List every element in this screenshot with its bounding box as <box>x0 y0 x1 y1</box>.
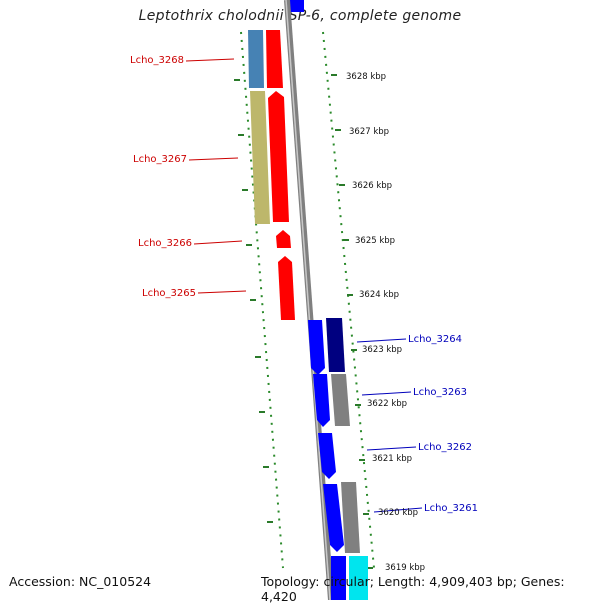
cog-block-bottom <box>349 556 368 600</box>
left-scale-marks <box>234 79 273 523</box>
gene-lcho-3268 <box>266 30 283 88</box>
left-dotted-guide <box>240 31 284 569</box>
kbp-label: 3628 kbp <box>346 72 386 82</box>
gene-lcho-3266 <box>276 230 291 248</box>
gene-label-lcho-3264[interactable]: Lcho_3264 <box>408 334 462 345</box>
kbp-label: 3623 kbp <box>362 345 402 355</box>
gene-label-lcho-3267[interactable]: Lcho_3267 <box>133 154 187 165</box>
gene-label-lcho-3266[interactable]: Lcho_3266 <box>138 238 192 249</box>
top-gene-stub <box>290 0 304 12</box>
genome-backbone-highlight <box>285 0 331 600</box>
kbp-label: 3621 kbp <box>372 454 412 464</box>
cog-block-lcho-3267 <box>250 91 270 224</box>
leader-lcho-3267 <box>188 157 239 161</box>
right-scale-marks <box>331 74 373 569</box>
gene-lcho-3267 <box>268 91 289 222</box>
leader-lcho-3268 <box>185 58 235 62</box>
leader-lcho-3262 <box>366 446 417 451</box>
gene-label-lcho-3265[interactable]: Lcho_3265 <box>142 288 196 299</box>
gene-lcho-3263 <box>313 374 330 427</box>
genome-title: Leptothrix cholodnii SP-6, complete geno… <box>138 8 462 24</box>
right-dotted-guide <box>322 31 375 569</box>
kbp-label: 3626 kbp <box>352 181 392 191</box>
gene-label-lcho-3262[interactable]: Lcho_3262 <box>418 442 472 453</box>
leader-lcho-3261 <box>373 507 423 513</box>
kbp-label: 3625 kbp <box>355 236 395 246</box>
gene-lcho-3265 <box>278 256 295 320</box>
cog-block-lcho-3264 <box>326 318 345 372</box>
kbp-label: 3620 kbp <box>378 508 418 518</box>
gene-label-lcho-3261[interactable]: Lcho_3261 <box>424 503 478 514</box>
gene-label-lcho-3263[interactable]: Lcho_3263 <box>413 387 467 398</box>
leader-lcho-3265 <box>197 290 247 294</box>
kbp-label: 3622 kbp <box>367 399 407 409</box>
gene-label-lcho-3268[interactable]: Lcho_3268 <box>130 55 184 66</box>
gene-lcho-3264 <box>308 320 325 375</box>
gene-lcho-3261 <box>323 484 344 552</box>
leader-lcho-3266 <box>193 240 243 245</box>
kbp-label: 3624 kbp <box>359 290 399 300</box>
gene-bottom-stub <box>331 556 346 600</box>
accession-text: Accession: NC_010524 <box>9 574 152 589</box>
genome-backbone <box>284 0 334 600</box>
cog-block-lcho-3263 <box>331 374 350 426</box>
kbp-label: 3627 kbp <box>349 127 389 137</box>
leader-lcho-3264 <box>356 338 407 343</box>
cog-block-lcho-3268 <box>248 30 264 88</box>
leader-lcho-3263 <box>361 391 412 396</box>
gene-lcho-3262 <box>318 433 336 479</box>
cog-block-lcho-3261 <box>341 482 360 553</box>
kbp-label: 3619 kbp <box>385 563 425 573</box>
